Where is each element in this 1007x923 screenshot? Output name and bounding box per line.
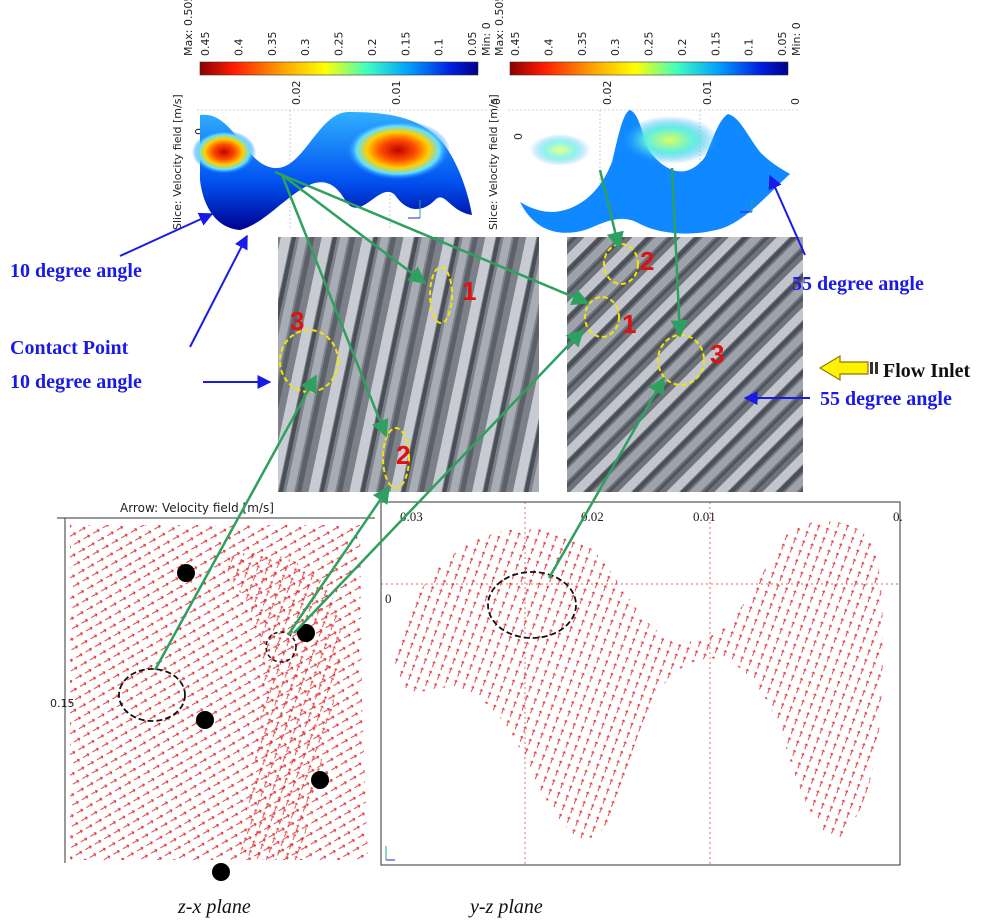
colorbar-right-min: Min: 0 [790, 22, 803, 56]
contact-dot-5 [212, 863, 230, 881]
colorbar-right-tick-6: 0.15 [709, 32, 722, 57]
slice-plot-left: Slice: Velocity field [m/s] 0.02 0.01 0 … [171, 81, 503, 230]
arrow-plot-yz-tick-0-top: 0. [893, 509, 903, 524]
label-55deg-top: 55 degree angle [792, 273, 924, 295]
arrow-plot-zx-title: Arrow: Velocity field [m/s] [120, 501, 274, 515]
connector-3-left [153, 374, 318, 671]
label-10deg-bottom: 10 degree angle [10, 371, 142, 393]
caption-yz-plane: y-z plane [468, 896, 543, 918]
dashed-circle-yz [487, 571, 577, 639]
colorbar-right-max: Max: 0.505 [493, 0, 506, 56]
label-55deg-bottom: 55 degree angle [820, 388, 952, 410]
arrow-plot-zx-tick: 0.15 [50, 697, 75, 710]
contact-dot-3 [196, 711, 214, 729]
colorbar-left-tick-4: 0.25 [333, 32, 346, 57]
colorbar-left-tick-3: 0.3 [299, 39, 312, 57]
colorbar-left-tick-8: 0.05 [466, 32, 479, 57]
flow-inlet-arrow-icon [818, 354, 878, 382]
arrow-plot-yz: 0.03 0.02 0.01 0. 0 [380, 501, 903, 866]
caption-zx-plane: z-x plane [177, 896, 251, 918]
colorbar-right-tick-0: 0.45 [509, 32, 522, 57]
colorbar-left-tick-6: 0.15 [399, 32, 412, 57]
connector-1-left [281, 174, 427, 285]
colorbar-right: 0.45 0.4 0.35 0.3 0.25 0.2 0.15 0.1 0.05 Max: 0.… [493, 0, 803, 76]
contact-dot-1 [177, 564, 195, 582]
slice-left-tick-001: 0.01 [390, 81, 403, 106]
photo-right-55deg: 2 1 3 [567, 237, 803, 492]
colorbar-left-tick-7: 0.1 [433, 39, 446, 57]
colorbar-right-tick-1: 0.4 [542, 39, 555, 57]
contact-dot-2 [297, 624, 315, 642]
arrow-plot-yz-tick-0-side: 0 [385, 591, 392, 606]
connector-lines [153, 167, 688, 671]
marker-circle-2-right [603, 243, 639, 285]
slice-left-axis-label: Slice: Velocity field [m/s] [171, 94, 184, 230]
photo-left-10deg: 1 3 2 [278, 237, 539, 492]
slice-right-tick-0-side: 0 [512, 133, 525, 140]
slice-right-tick-001: 0.01 [701, 81, 714, 106]
slice-right-axis-label: Slice: Velocity field [m/s] [487, 94, 500, 230]
marker-number-2-left: 2 [396, 440, 410, 470]
slice-plot-right: Slice: Velocity field [m/s] 0.02 0.01 0 … [487, 81, 802, 234]
colorbar-left-tick-5: 0.2 [366, 39, 379, 57]
marker-number-1-left: 1 [462, 276, 476, 306]
colorbar-right-tick-7: 0.1 [743, 39, 756, 57]
label-flow-inlet: Flow Inlet [883, 360, 971, 382]
colorbar-left-tick-2: 0.35 [266, 32, 279, 57]
contact-dot-4 [311, 771, 329, 789]
arrow-plot-yz-tick-003: 0.03 [400, 509, 423, 524]
colorbar-right-tick-3: 0.3 [609, 39, 622, 57]
blue-annotations [119, 174, 810, 405]
connector-3-right-lower [547, 376, 666, 579]
arrow-plot-yz-tick-001: 0.01 [693, 509, 716, 524]
connector-2-left-lower [286, 485, 391, 636]
slice-right-tick-002: 0.02 [601, 81, 614, 106]
colorbar-right-tick-8: 0.05 [776, 32, 789, 57]
marker-circle-3-left [279, 329, 339, 393]
connector-1-right [274, 170, 590, 305]
marker-number-3-left: 3 [290, 306, 304, 336]
marker-circle-1-right [584, 296, 620, 338]
label-10deg-top: 10 degree angle [10, 260, 142, 282]
slice-left-tick-0-top: 0 [490, 98, 503, 105]
connector-2-right [598, 169, 624, 250]
connector-1-right-lower [293, 328, 585, 634]
colorbar-left-min: Min: 0 [480, 22, 493, 56]
slice-left-tick-0-side: 0 [193, 128, 206, 135]
connector-2-left [280, 174, 389, 438]
arrow-plot-zx: Arrow: Velocity field [m/s] 0.15 [50, 501, 375, 881]
dashed-circle-zx-2 [265, 631, 297, 663]
marker-number-1-right: 1 [622, 309, 636, 339]
colorbar-right-tick-2: 0.35 [576, 32, 589, 57]
slice-right-tick-0-top: 0 [789, 98, 802, 105]
colorbar-left-tick-0: 0.45 [199, 32, 212, 57]
label-contact-point: Contact Point [10, 337, 129, 359]
colorbar-left: 0.45 0.4 0.35 0.3 0.25 0.2 0.15 0.1 0.05 Max: 0.… [182, 0, 493, 76]
dashed-circle-zx-1 [118, 668, 186, 722]
marker-number-3-right: 3 [710, 339, 724, 369]
colorbar-left-tick-1: 0.4 [232, 39, 245, 57]
colorbar-right-tick-5: 0.2 [676, 39, 689, 57]
marker-number-2-right: 2 [640, 246, 654, 276]
colorbar-left-max: Max: 0.505 [182, 0, 195, 56]
marker-circle-1-left [429, 266, 453, 324]
slice-left-tick-002: 0.02 [290, 81, 303, 106]
marker-circle-2-left [382, 427, 410, 489]
connector-3-right [670, 167, 688, 338]
colorbar-right-tick-4: 0.25 [643, 32, 656, 57]
